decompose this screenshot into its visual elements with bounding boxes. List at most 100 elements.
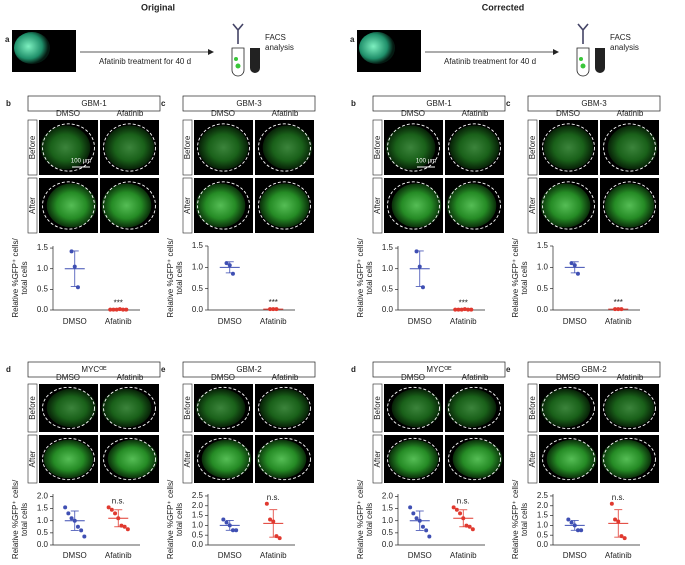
data-point	[609, 501, 614, 506]
y-tick-label: 2.0	[192, 501, 204, 510]
column-header: Afatinib	[117, 109, 144, 118]
organoid	[259, 183, 310, 228]
significance: n.s.	[267, 493, 280, 502]
panel-title-box	[182, 361, 316, 378]
y-axis-label: total cells	[520, 261, 529, 294]
y-tick-label: 0.5	[192, 530, 204, 539]
outline	[197, 386, 250, 430]
panel-title-box	[182, 95, 316, 112]
outline	[603, 437, 656, 481]
organoid	[256, 439, 307, 479]
column-header: Afatinib	[617, 109, 644, 118]
data-point	[420, 285, 425, 290]
readout: analysis	[265, 43, 294, 52]
x-tick-label: DMSO	[408, 551, 432, 560]
y-axis-label: Relative %GFP⁺ cells/	[356, 238, 365, 318]
row-label-box	[182, 434, 193, 484]
data-point	[230, 271, 235, 276]
outline	[197, 437, 250, 481]
y-tick-label: 1.5	[37, 243, 49, 252]
panel-label: c	[506, 99, 511, 108]
data-point	[234, 528, 239, 533]
antibody	[232, 23, 244, 44]
organoid	[385, 125, 436, 170]
y-tick-label: 0.5	[37, 284, 49, 293]
outline	[542, 437, 595, 481]
data-point	[470, 527, 475, 532]
organoid	[259, 388, 310, 428]
outline	[197, 181, 250, 230]
row-label: Before	[183, 396, 192, 420]
y-tick-label: 1.5	[537, 241, 549, 250]
organoid	[43, 439, 94, 479]
row-label-box	[372, 177, 383, 234]
cell	[579, 57, 583, 61]
treatment: Afatinib treatment for 40 d	[444, 57, 536, 66]
x-tick-label: Afatinib	[105, 551, 132, 560]
panel-label: e	[506, 365, 511, 374]
panel-title-box	[372, 95, 506, 112]
column-header: Afatinib	[272, 373, 299, 382]
x-tick-label: Afatinib	[605, 551, 632, 560]
y-tick-label: 2.0	[37, 492, 49, 501]
column-header: Afatinib	[462, 109, 489, 118]
data-point	[106, 505, 111, 510]
row-label-box	[372, 434, 383, 484]
y-tick-label: 0.5	[382, 284, 394, 293]
y-axis-label: total cells	[175, 261, 184, 294]
column-header: DMSO	[211, 109, 235, 118]
panel-title: MYCᴼᴱ	[426, 365, 452, 374]
panel-title: GBM-1	[81, 99, 107, 108]
data-point	[264, 501, 269, 506]
panel-label: b	[351, 99, 356, 108]
data-point	[424, 528, 429, 533]
organoid	[601, 439, 652, 479]
row-label-box	[182, 383, 193, 433]
data-point	[579, 528, 584, 533]
row-label: After	[373, 197, 382, 214]
outline	[42, 437, 95, 481]
outline	[387, 123, 440, 172]
figure-title: Original	[141, 2, 175, 12]
column-header: DMSO	[56, 109, 80, 118]
column-header: DMSO	[401, 373, 425, 382]
y-tick-label: 0.5	[382, 528, 394, 537]
column-header: DMSO	[211, 373, 235, 382]
x-tick-label: DMSO	[218, 317, 242, 326]
column-header: DMSO	[556, 109, 580, 118]
y-tick-label: 0.0	[537, 540, 549, 549]
panel-label: d	[351, 365, 356, 374]
data-point	[224, 520, 229, 525]
data-point	[122, 524, 127, 529]
data-point	[75, 524, 80, 529]
y-tick-label: 1.0	[37, 264, 49, 273]
x-tick-label: Afatinib	[450, 317, 477, 326]
outline	[448, 123, 501, 172]
outline	[258, 123, 311, 172]
row-label-box	[527, 434, 538, 484]
row-label: Before	[528, 135, 537, 159]
scale-label: 100 µm	[416, 159, 436, 165]
organoid	[391, 388, 442, 428]
y-axis-label: Relative %GFP⁺ cells/	[511, 479, 520, 559]
y-tick-label: 0.0	[382, 305, 394, 314]
data-point	[414, 516, 419, 521]
y-tick-label: 0.5	[192, 284, 204, 293]
treatment: Afatinib treatment for 40 d	[99, 57, 191, 66]
row-label: After	[28, 197, 37, 214]
significance: ***	[614, 298, 623, 307]
outline	[103, 386, 156, 430]
data-point	[427, 534, 432, 539]
row-label-box	[372, 119, 383, 176]
panel-title-box	[27, 95, 161, 112]
data-point	[109, 507, 114, 512]
y-tick-label: 2.5	[537, 491, 549, 500]
row-label: After	[528, 450, 537, 467]
outline	[448, 386, 501, 430]
cell	[234, 57, 238, 61]
y-tick-label: 0.0	[382, 540, 394, 549]
y-tick-label: 0.0	[192, 540, 204, 549]
column-header: DMSO	[56, 373, 80, 382]
row-label-box	[27, 383, 38, 433]
y-axis-label: total cells	[20, 261, 29, 294]
